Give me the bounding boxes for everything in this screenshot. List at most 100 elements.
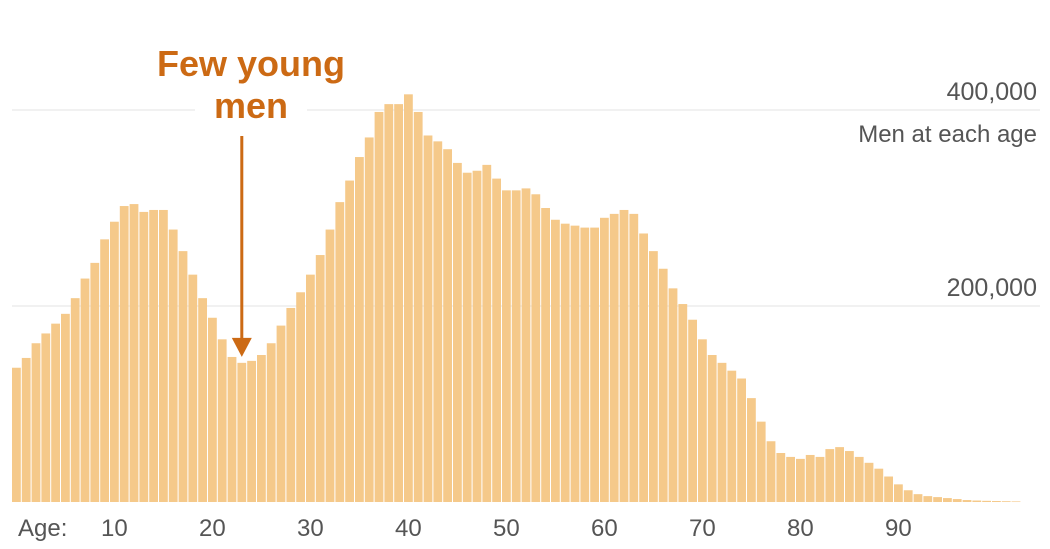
y-axis-unit-label: Men at each age bbox=[858, 121, 1037, 148]
bar-age-19 bbox=[198, 298, 207, 502]
bar-age-65 bbox=[649, 251, 658, 502]
bar-age-53 bbox=[531, 194, 541, 502]
bar-age-23 bbox=[237, 362, 247, 502]
bar-age-42 bbox=[423, 135, 433, 503]
x-tick-label-40: 40 bbox=[395, 515, 422, 542]
bar-age-46 bbox=[462, 172, 472, 502]
annotation-line-1: Few young bbox=[157, 43, 345, 84]
bar-age-51 bbox=[511, 190, 521, 503]
bar-age-38 bbox=[384, 104, 394, 503]
bar-age-7 bbox=[80, 278, 90, 502]
x-tick-label-50: 50 bbox=[493, 515, 520, 542]
annotation-line-2: men bbox=[214, 85, 288, 126]
bar-age-24 bbox=[247, 360, 256, 502]
bar-age-95 bbox=[943, 498, 952, 502]
bar-age-21 bbox=[217, 339, 227, 502]
bar-age-71 bbox=[707, 355, 717, 502]
bar-age-87 bbox=[864, 462, 874, 502]
x-tick-label-20: 20 bbox=[199, 515, 226, 542]
bar-age-22 bbox=[227, 356, 237, 502]
bar-age-74 bbox=[737, 378, 746, 502]
bar-age-91 bbox=[903, 490, 913, 502]
bar-age-11 bbox=[119, 206, 129, 503]
bar-age-72 bbox=[717, 362, 727, 502]
bar-age-94 bbox=[933, 497, 942, 502]
bar-age-66 bbox=[658, 268, 668, 502]
bar-age-34 bbox=[345, 180, 354, 502]
bar-age-25 bbox=[257, 355, 266, 502]
bar-age-54 bbox=[541, 208, 550, 502]
x-axis-prefix-label: Age: bbox=[18, 515, 67, 542]
bar-age-67 bbox=[668, 288, 678, 502]
bar-age-14 bbox=[149, 209, 158, 502]
bar-age-6 bbox=[70, 298, 80, 502]
bar-age-99 bbox=[982, 500, 991, 502]
bar-age-76 bbox=[756, 421, 766, 502]
x-tick-label-70: 70 bbox=[689, 515, 716, 542]
y-tick-label-400000: 400,000 bbox=[947, 78, 1037, 106]
bar-age-80 bbox=[796, 458, 805, 502]
annotation: Few young men bbox=[157, 40, 345, 357]
bar-age-5 bbox=[61, 313, 70, 502]
bar-age-81 bbox=[805, 454, 815, 502]
bar-age-92 bbox=[913, 494, 923, 502]
annotation-background bbox=[195, 40, 307, 136]
bar-age-35 bbox=[355, 157, 364, 503]
bar-age-57 bbox=[570, 225, 580, 502]
bar-age-41 bbox=[413, 111, 423, 503]
bar-age-98 bbox=[972, 500, 982, 502]
bar-age-36 bbox=[364, 137, 374, 502]
bar-age-68 bbox=[678, 304, 688, 502]
bar-age-55 bbox=[551, 219, 560, 502]
bars bbox=[12, 94, 1021, 503]
bar-age-48 bbox=[482, 164, 492, 502]
x-tick-labels: 10 20 30 40 50 60 70 80 90 bbox=[101, 515, 912, 542]
bar-age-15 bbox=[159, 209, 168, 502]
y-tick-label-200000: 200,000 bbox=[947, 274, 1037, 302]
bar-age-61 bbox=[609, 213, 619, 502]
bar-age-10 bbox=[110, 221, 119, 502]
bar-age-89 bbox=[884, 476, 893, 502]
bar-age-102 bbox=[1011, 501, 1021, 503]
bar-age-0 bbox=[12, 367, 21, 502]
y-tick-labels: 200,000 400,000 bbox=[947, 78, 1037, 302]
bar-age-97 bbox=[962, 500, 972, 502]
bar-age-63 bbox=[629, 213, 639, 502]
bar-age-64 bbox=[639, 233, 648, 503]
bar-age-45 bbox=[453, 162, 462, 503]
bar-age-31 bbox=[315, 255, 325, 502]
bar-age-82 bbox=[815, 456, 825, 502]
bar-age-4 bbox=[51, 323, 60, 502]
x-tick-label-60: 60 bbox=[591, 515, 618, 542]
bar-age-83 bbox=[825, 449, 835, 502]
bar-age-1 bbox=[21, 357, 31, 502]
bar-age-58 bbox=[580, 227, 590, 502]
bar-age-59 bbox=[590, 227, 599, 502]
x-tick-label-30: 30 bbox=[297, 515, 324, 542]
x-tick-label-90: 90 bbox=[885, 515, 912, 542]
bar-age-101 bbox=[1001, 501, 1011, 502]
annotation-arrow-head bbox=[231, 337, 252, 357]
x-tick-label-10: 10 bbox=[101, 515, 128, 542]
bar-age-49 bbox=[492, 178, 501, 502]
bar-age-77 bbox=[766, 441, 776, 502]
bar-age-20 bbox=[208, 317, 217, 502]
bar-age-62 bbox=[619, 209, 629, 502]
bar-age-29 bbox=[296, 292, 305, 502]
bar-age-79 bbox=[786, 456, 795, 502]
bar-age-17 bbox=[178, 251, 188, 502]
bar-age-44 bbox=[443, 149, 452, 502]
bar-age-56 bbox=[560, 223, 570, 502]
bar-age-13 bbox=[139, 211, 149, 503]
bar-age-43 bbox=[433, 141, 443, 503]
bar-age-96 bbox=[952, 499, 962, 502]
bar-age-86 bbox=[854, 456, 864, 502]
bar-age-47 bbox=[472, 170, 482, 502]
bar-age-12 bbox=[129, 204, 139, 502]
bar-age-33 bbox=[335, 202, 345, 502]
bar-age-60 bbox=[600, 217, 609, 503]
bar-age-26 bbox=[266, 343, 276, 502]
bar-age-52 bbox=[521, 188, 531, 502]
bar-age-39 bbox=[394, 104, 403, 503]
